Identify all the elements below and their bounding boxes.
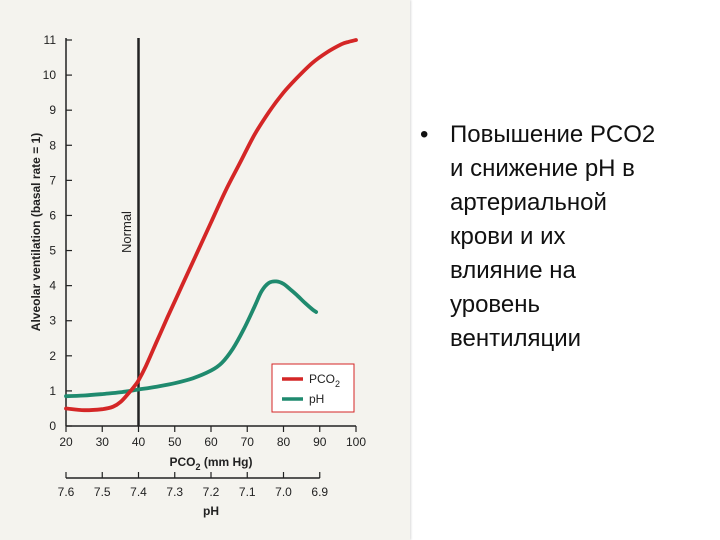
- bullet-text: Повышение PCO2 и снижение pH в артериаль…: [450, 121, 656, 352]
- y-tick-label: 5: [49, 244, 56, 258]
- ph-tick-label: 7.2: [203, 485, 220, 499]
- y-tick-label: 6: [49, 208, 56, 222]
- y-tick-label: 8: [49, 138, 56, 152]
- legend-label-pco2-subscript: 2: [335, 379, 340, 389]
- y-tick-label: 2: [49, 349, 56, 363]
- y-tick-label: 3: [49, 314, 56, 328]
- figure-panel: [0, 0, 410, 540]
- x-tick-label: 90: [313, 435, 327, 449]
- ph-tick-label: 7.0: [275, 485, 292, 499]
- x-tick-label: 70: [241, 435, 255, 449]
- ph-tick-label: 7.5: [94, 485, 111, 499]
- legend-label-ph: pH: [309, 392, 324, 406]
- legend-label-pco2: PCO2: [309, 372, 340, 389]
- ph-tick-label: 7.4: [130, 485, 147, 499]
- y-tick-label: 10: [43, 68, 57, 82]
- y-tick-label: 7: [49, 173, 56, 187]
- x-tick-label: 30: [96, 435, 110, 449]
- bullet-marker: •: [420, 121, 429, 148]
- x-axis-label: PCO2 (mm Hg): [169, 455, 252, 472]
- x-tick-label: 60: [204, 435, 218, 449]
- y-tick-label: 0: [49, 419, 56, 433]
- slide-bullet: • Повышение PCO2 и снижение pH в артериа…: [420, 118, 710, 356]
- y-tick-label: 4: [49, 279, 56, 293]
- x-tick-label: 50: [168, 435, 182, 449]
- y-tick-label: 11: [44, 33, 57, 47]
- ph-tick-label: 7.3: [166, 485, 183, 499]
- x-tick-label: 40: [132, 435, 146, 449]
- x-tick-label: 80: [277, 435, 291, 449]
- x-tick-label: 20: [59, 435, 73, 449]
- y-tick-label: 9: [49, 103, 56, 117]
- x-axis-label-subscript: 2: [196, 462, 201, 472]
- legend: PCO2 pH: [271, 363, 355, 413]
- x-tick-label: 100: [346, 435, 366, 449]
- ph-axis-label: pH: [203, 504, 219, 518]
- series-line-pco2: [64, 38, 358, 413]
- y-tick-label: 1: [49, 384, 56, 398]
- series-layer: [64, 38, 358, 413]
- legend-box: [271, 363, 355, 413]
- ventilation-chart: Alveolar ventilation (basal rate = 1) PC…: [29, 33, 367, 518]
- axes-layer: 0 1 2 3 4 5 6 7 8 9 10 11 20 30 40 50 60 70 80 90 100 7.6 7.5 7…: [43, 33, 367, 499]
- ph-tick-label: 7.1: [239, 485, 256, 499]
- ph-tick-label: 6.9: [311, 485, 328, 499]
- y-axis-label: Alveolar ventilation (basal rate = 1): [29, 133, 43, 331]
- normal-line-label: Normal: [119, 211, 134, 253]
- ph-tick-label: 7.6: [58, 485, 75, 499]
